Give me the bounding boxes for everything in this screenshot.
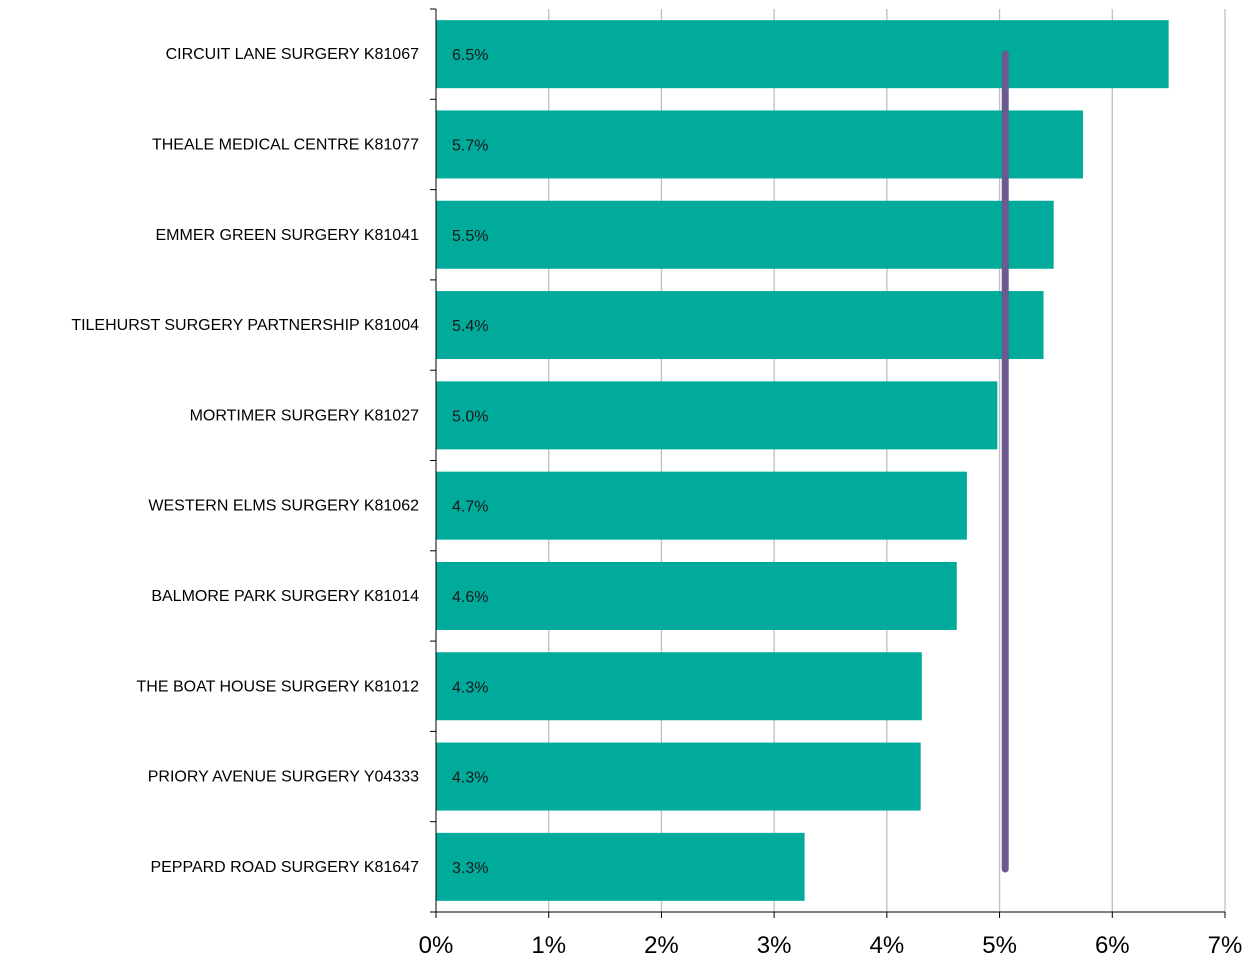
bar-data-label: 4.7% <box>452 499 488 516</box>
x-tick-label: 1% <box>531 932 566 956</box>
bar-data-label: 6.5% <box>452 47 488 64</box>
bar <box>436 561 957 630</box>
bar <box>436 291 1044 360</box>
x-tick-label: 0% <box>419 932 454 956</box>
category-label: TILEHURST SURGERY PARTNERSHIP K81004 <box>71 317 419 334</box>
bar-data-label: 5.0% <box>452 408 488 425</box>
x-tick-label: 2% <box>644 932 679 956</box>
bar-data-label: 5.7% <box>452 137 488 154</box>
axes <box>430 8 1226 918</box>
bar <box>436 110 1083 179</box>
bar-data-label: 5.4% <box>452 318 488 335</box>
bar <box>436 200 1054 269</box>
bar-data-label: 5.5% <box>452 228 488 245</box>
bar-data-label: 3.3% <box>452 860 488 877</box>
bar-data-label: 4.3% <box>452 679 488 696</box>
bar-data-label: 4.3% <box>452 770 488 787</box>
bars <box>436 20 1169 901</box>
category-label: PEPPARD ROAD SURGERY K81647 <box>150 859 419 876</box>
category-label: CIRCUIT LANE SURGERY K81067 <box>166 46 420 63</box>
category-label: BALMORE PARK SURGERY K81014 <box>151 588 419 605</box>
x-tick-label: 7% <box>1208 932 1243 956</box>
bar <box>436 742 921 811</box>
x-tick-label: 5% <box>982 932 1017 956</box>
bar <box>436 20 1169 89</box>
bar <box>436 832 805 901</box>
category-label: PRIORY AVENUE SURGERY Y04333 <box>148 769 419 786</box>
category-label: EMMER GREEN SURGERY K81041 <box>156 227 420 244</box>
bar <box>436 652 922 721</box>
category-label: THE BOAT HOUSE SURGERY K81012 <box>137 678 420 695</box>
category-label: THEALE MEDICAL CENTRE K81077 <box>152 136 419 153</box>
bar <box>436 471 967 540</box>
category-label: MORTIMER SURGERY K81027 <box>190 407 420 424</box>
x-tick-label: 6% <box>1095 932 1130 956</box>
category-label: WESTERN ELMS SURGERY K81062 <box>148 498 419 515</box>
bar-data-label: 4.6% <box>452 589 488 606</box>
labels: 0% 1% 2% 3% 4% 5% 6% 7% 6.5% CIRCUIT LANE SURGERY… <box>71 46 1242 956</box>
x-tick-label: 4% <box>870 932 905 956</box>
bar <box>436 381 998 450</box>
x-tick-label: 3% <box>757 932 792 956</box>
